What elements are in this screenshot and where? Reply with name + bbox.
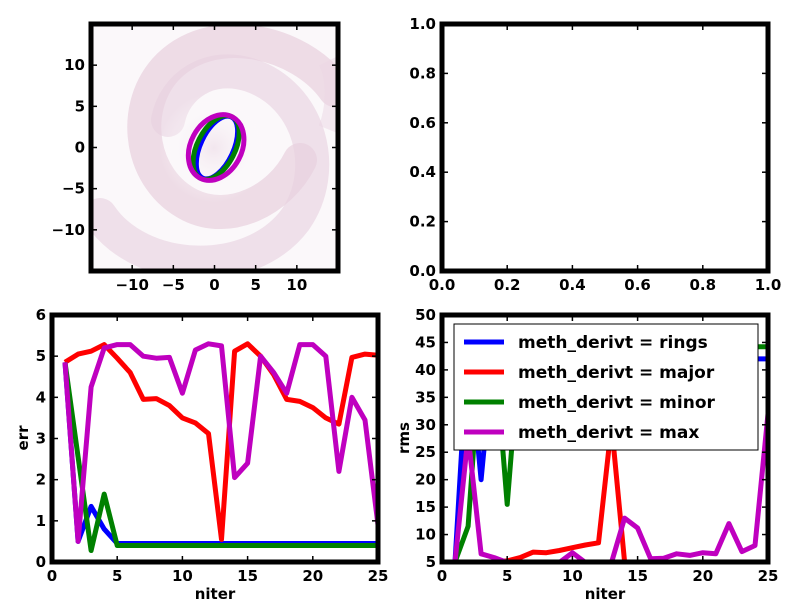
ytick-label: 1.0 xyxy=(409,15,436,33)
ytick-label: 0.0 xyxy=(409,262,436,280)
ytick-label: 0.6 xyxy=(409,114,436,132)
panel-empty-frame xyxy=(439,21,771,274)
ytick-label: 0.8 xyxy=(409,64,436,82)
xtick-label: 0 xyxy=(209,276,219,294)
ytick-label: 6 xyxy=(36,306,46,324)
xtick-label: 25 xyxy=(758,567,779,585)
ytick-label: 5 xyxy=(75,97,85,115)
xtick-label: 10 xyxy=(172,567,193,585)
ytick-label: 2 xyxy=(36,471,46,489)
xtick-label: 0.4 xyxy=(559,276,586,294)
xtick-label: 5 xyxy=(502,567,512,585)
rms-xlabel: niter xyxy=(585,585,626,600)
isophote-ellipse xyxy=(185,112,247,183)
xtick-label: 15 xyxy=(237,567,258,585)
ytick-label: 0.4 xyxy=(409,163,436,181)
ytick-label: 10 xyxy=(64,56,85,74)
ytick-label: 0 xyxy=(75,139,85,157)
panel-rms-frame xyxy=(439,312,771,565)
ytick-label: 3 xyxy=(36,430,46,448)
series-line xyxy=(62,341,381,544)
panel-err-frame xyxy=(49,312,381,565)
xtick-label: 10 xyxy=(562,567,583,585)
ytick-label: 15 xyxy=(415,498,436,516)
galaxy-image xyxy=(91,24,338,271)
ytick-label: 0.2 xyxy=(409,213,436,231)
xtick-label: 0.2 xyxy=(494,276,521,294)
ytick-label: 1 xyxy=(36,512,46,530)
panel-galaxy: −10 −5 0 5 10 −10 −5 0 5 10 xyxy=(52,21,341,294)
ytick-label: 50 xyxy=(415,306,436,324)
xtick-label: 15 xyxy=(627,567,648,585)
panel-err: 0 5 10 15 20 25 0 1 2 3 4 5 6 niter err xyxy=(14,306,388,600)
panel-empty: 0.0 0.2 0.4 0.6 0.8 1.0 0.0 0.2 0.4 0.6 0.8 1.0 xyxy=(409,15,781,294)
ytick-label: 30 xyxy=(415,416,436,434)
ytick-label: 45 xyxy=(415,333,436,351)
panel-empty-background xyxy=(442,24,768,271)
legend-entry: meth_derivt = major xyxy=(518,363,715,383)
ytick-label: 5 xyxy=(36,347,46,365)
err-ylabel: err xyxy=(14,425,32,451)
xtick-label: 5 xyxy=(112,567,122,585)
ytick-label: 40 xyxy=(415,361,436,379)
ytick-label: 10 xyxy=(415,526,436,544)
legend-entry: meth_derivt = rings xyxy=(518,333,708,353)
legend-entry: meth_derivt = minor xyxy=(518,393,715,413)
ytick-label: 5 xyxy=(426,553,436,571)
xtick-label: 10 xyxy=(286,276,307,294)
ytick-label: 4 xyxy=(36,388,46,406)
xtick-label: 0 xyxy=(47,567,57,585)
xtick-label: −5 xyxy=(162,276,185,294)
xtick-label: 0 xyxy=(437,567,447,585)
xtick-label: 25 xyxy=(368,567,389,585)
xtick-label: 20 xyxy=(692,567,713,585)
series-line xyxy=(62,361,378,553)
ytick-label: 35 xyxy=(415,388,436,406)
rms-ylabel: rms xyxy=(395,422,413,454)
xtick-label: 5 xyxy=(250,276,260,294)
legend-box xyxy=(453,323,759,451)
legend-entry: meth_derivt = max xyxy=(518,423,699,443)
rms-legend: meth_derivt = rings meth_derivt = major me… xyxy=(453,323,759,451)
ytick-label: 20 xyxy=(415,471,436,489)
xtick-label: 20 xyxy=(302,567,323,585)
series-line xyxy=(63,341,379,542)
series-line xyxy=(452,413,768,562)
xtick-label: 0.6 xyxy=(624,276,651,294)
ytick-label: 25 xyxy=(415,443,436,461)
xtick-label: 0.8 xyxy=(690,276,717,294)
ytick-label: −10 xyxy=(52,221,85,239)
xtick-label: 1.0 xyxy=(755,276,782,294)
xtick-label: −10 xyxy=(115,276,148,294)
err-xlabel: niter xyxy=(195,585,236,600)
ytick-label: −5 xyxy=(62,180,85,198)
ytick-label: 0 xyxy=(36,553,46,571)
xtick-label: 0.0 xyxy=(429,276,456,294)
panel-galaxy-frame xyxy=(88,21,341,274)
